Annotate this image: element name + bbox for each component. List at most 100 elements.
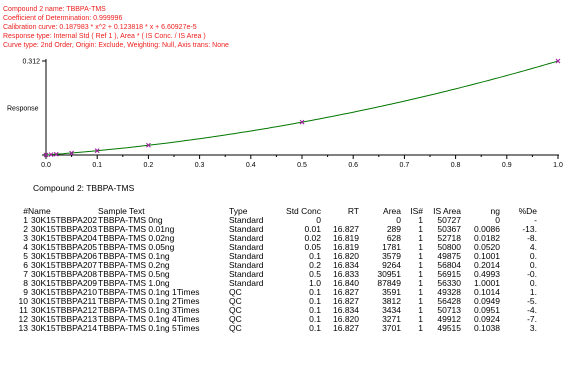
table-cell: TBBPA-TMS 0.2ng: [98, 260, 170, 270]
table-cell: 0.5: [309, 269, 321, 279]
table-cell: 49912: [437, 314, 461, 324]
table-cell: 0.05: [304, 242, 321, 252]
calibration-curve-line: Calibration curve: 0.187983 * x^2 + 0.12…: [3, 24, 197, 31]
table-cell: 50713: [437, 305, 461, 315]
table-cell: 1: [23, 215, 28, 225]
calibration-curve: [45, 60, 559, 156]
table-cell: 52718: [437, 233, 461, 243]
table-cell: 0.2014: [474, 260, 500, 270]
table-cell: 30K15TBBPA214: [31, 323, 97, 333]
data-point: [53, 151, 59, 157]
table-cell: 30K15TBBPA207: [31, 260, 97, 270]
data-point: [299, 119, 305, 125]
table-cell: 3701: [382, 323, 401, 333]
x-tick-label: 0.3: [195, 162, 205, 169]
table-cell: 16.820: [333, 314, 359, 324]
table-cell: 0: [316, 215, 321, 225]
table-cell: 0: [495, 215, 500, 225]
table-cell: 30K15TBBPA204: [31, 233, 97, 243]
table-cell: 49875: [437, 251, 461, 261]
data-point: [69, 150, 74, 156]
table-cell: 30K15TBBPA205: [31, 242, 97, 252]
table-cell: TBBPA-TMS 0.01ng: [98, 224, 175, 234]
table-cell: 9264: [382, 260, 401, 270]
column-header: Sample Text: [98, 206, 145, 216]
table-cell: 30K15TBBPA210: [31, 287, 97, 297]
table-cell: 3812: [382, 296, 401, 306]
table-cell: -4.: [527, 305, 537, 315]
table-row: 7 30K15TBBPA208 TBBPA-TMS 0.5ng Standard 0.5…: [14, 270, 537, 279]
table-cell: 50367: [437, 224, 461, 234]
table-cell: 30K15TBBPA203: [31, 224, 97, 234]
table-cell: 30K15TBBPA202: [31, 215, 97, 225]
table-cell: 1.: [529, 287, 537, 297]
table-cell: 16.827: [333, 296, 359, 306]
table-row: 5 30K15TBBPA206 TBBPA-TMS 0.1ng Standard 0.1…: [14, 252, 537, 261]
coefficient-line: Coefficient of Determination: 0.999996: [3, 15, 123, 22]
table-cell: Standard: [229, 224, 264, 234]
table-cell: 0.02: [304, 233, 321, 243]
table-cell: 13: [18, 323, 28, 333]
table-cell: 16.820: [333, 251, 359, 261]
x-tick-label: 0.9: [502, 162, 512, 169]
x-tick-label: 0.8: [451, 162, 461, 169]
table-cell: 5: [23, 251, 28, 261]
table-cell: 1: [418, 314, 423, 324]
section-title: Compound 2: TBBPA-TMS: [33, 183, 135, 193]
column-header: ng: [490, 206, 500, 216]
table-cell: 16.827: [333, 224, 359, 234]
column-header: #: [23, 206, 28, 216]
table-cell: 0.1: [309, 296, 321, 306]
table-cell: 30K15TBBPA211: [31, 296, 97, 306]
table-cell: 1: [418, 323, 423, 333]
table-cell: 1: [418, 296, 423, 306]
table-cell: 16.834: [333, 260, 359, 270]
table-cell: 10: [18, 296, 28, 306]
table-cell: 0.0924: [474, 314, 500, 324]
table-cell: -5.: [527, 296, 537, 306]
table-cell: TBBPA-TMS 0.1ng 1Times: [98, 287, 200, 297]
table-cell: 16.819: [333, 233, 359, 243]
table-cell: 3591: [382, 287, 401, 297]
table-cell: 4: [23, 242, 28, 252]
column-header: IS Area: [433, 206, 461, 216]
results-table: # Name Sample Text Type Std Conc RT Area IS# IS …: [14, 207, 537, 333]
table-cell: 3271: [382, 314, 401, 324]
table-cell: 0.1: [309, 287, 321, 297]
column-header: %De: [518, 206, 537, 216]
table-cell: 16.840: [333, 278, 359, 288]
table-cell: 0.01: [304, 224, 321, 234]
table-cell: 8: [23, 278, 28, 288]
table-row: 11 30K15TBBPA212 TBBPA-TMS 0.1ng 3Times QC 0…: [14, 306, 537, 315]
table-cell: TBBPA-TMS 1.0ng: [98, 278, 170, 288]
table-cell: Standard: [229, 269, 264, 279]
table-cell: 30K15TBBPA212: [31, 305, 97, 315]
table-cell: 0.0949: [474, 296, 500, 306]
table-cell: Standard: [229, 251, 264, 261]
column-header: Std Conc: [286, 206, 321, 216]
x-tick-label: 1.0: [553, 162, 563, 169]
table-cell: 289: [386, 224, 401, 234]
table-cell: TBBPA-TMS 0.1ng 3Times: [98, 305, 200, 315]
table-cell: Standard: [229, 215, 264, 225]
table-cell: -: [534, 215, 537, 225]
table-cell: 1: [418, 224, 423, 234]
table-cell: 56915: [437, 269, 461, 279]
table-cell: 0.1: [309, 314, 321, 324]
table-cell: TBBPA-TMS 0.1ng: [98, 251, 170, 261]
table-cell: 1: [418, 233, 423, 243]
table-cell: -0.: [527, 269, 537, 279]
table-row: 6 30K15TBBPA207 TBBPA-TMS 0.2ng Standard 0.2…: [14, 261, 537, 270]
table-cell: 1: [418, 269, 423, 279]
table-cell: 0.0182: [474, 233, 500, 243]
table-cell: Standard: [229, 278, 264, 288]
table-cell: 1: [418, 215, 423, 225]
table-row: 4 30K15TBBPA205 TBBPA-TMS 0.05ng Standard 0.…: [14, 243, 537, 252]
data-point: [555, 58, 561, 64]
calibration-chart: 0.312 Response 0.0 0.1 0.2 0.3 0.4 0.5 0.6 0.7 0.8…: [7, 58, 563, 170]
table-cell: 30K15TBBPA206: [31, 251, 97, 261]
table-cell: 1781: [382, 242, 401, 252]
table-row: 2 30K15TBBPA203 TBBPA-TMS 0.01ng Standard 0.…: [14, 225, 537, 234]
table-cell: 30K15TBBPA209: [31, 278, 97, 288]
table-cell: 1.0001: [474, 278, 500, 288]
